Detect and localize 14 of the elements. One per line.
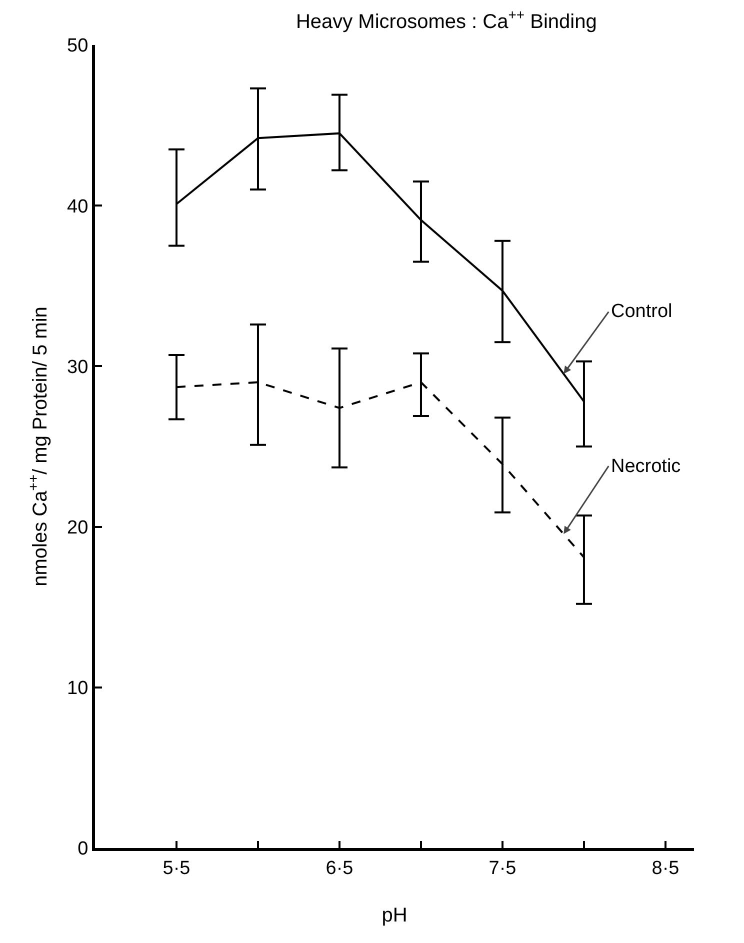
x-tick-label: 8·5 [652,858,680,879]
y-tick-label: 30 [67,356,88,378]
y-tick-label: 20 [67,517,88,538]
chart-title: Heavy Microsomes : Ca$^{++}$ Binding [296,6,597,34]
text: Control [611,301,672,322]
x-tick-label: 6·5 [326,858,354,879]
y-tick-label: 50 [67,36,88,57]
y-tick-label: 40 [67,196,88,218]
x-tick-label: 7·5 [488,858,516,879]
y-tick-label: 10 [67,678,88,700]
y-tick-label: 0 [78,838,88,860]
x-tick-label: 5·5 [162,858,190,879]
text: Necrotic [611,456,681,477]
x-axis-title: pH [382,904,408,926]
